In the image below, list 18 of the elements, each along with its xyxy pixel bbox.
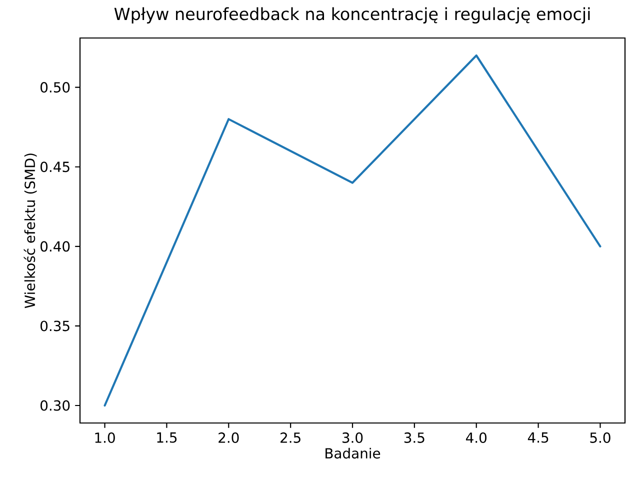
x-tick-label: 1.5: [157, 432, 177, 443]
x-tick-label: 3.0: [342, 432, 363, 443]
y-tick-label: 0.30: [40, 400, 70, 411]
chart-title: Wpływ neurofeedback na koncentrację i regulację emocji: [114, 7, 590, 24]
x-tick-label: 5.0: [590, 432, 610, 443]
x-tick-label: 4.0: [466, 432, 486, 443]
x-tick-label: 3.5: [404, 432, 424, 443]
y-tick-label: 0.35: [40, 320, 70, 332]
y-tick-label: 0.45: [40, 162, 70, 172]
line-series: [104, 54, 602, 407]
y-tick-label: 0.50: [40, 82, 70, 93]
y-axis-title: Wielkość efektu (SMD): [24, 154, 37, 308]
x-tick-label: 4.5: [528, 432, 548, 443]
x-tick-label: 2.5: [280, 432, 300, 443]
x-axis-title: Badanie: [326, 448, 380, 459]
x-tick-label: 1.0: [95, 432, 115, 443]
y-tick-label: 0.40: [40, 241, 70, 252]
x-tick-label: 2.0: [218, 432, 239, 443]
